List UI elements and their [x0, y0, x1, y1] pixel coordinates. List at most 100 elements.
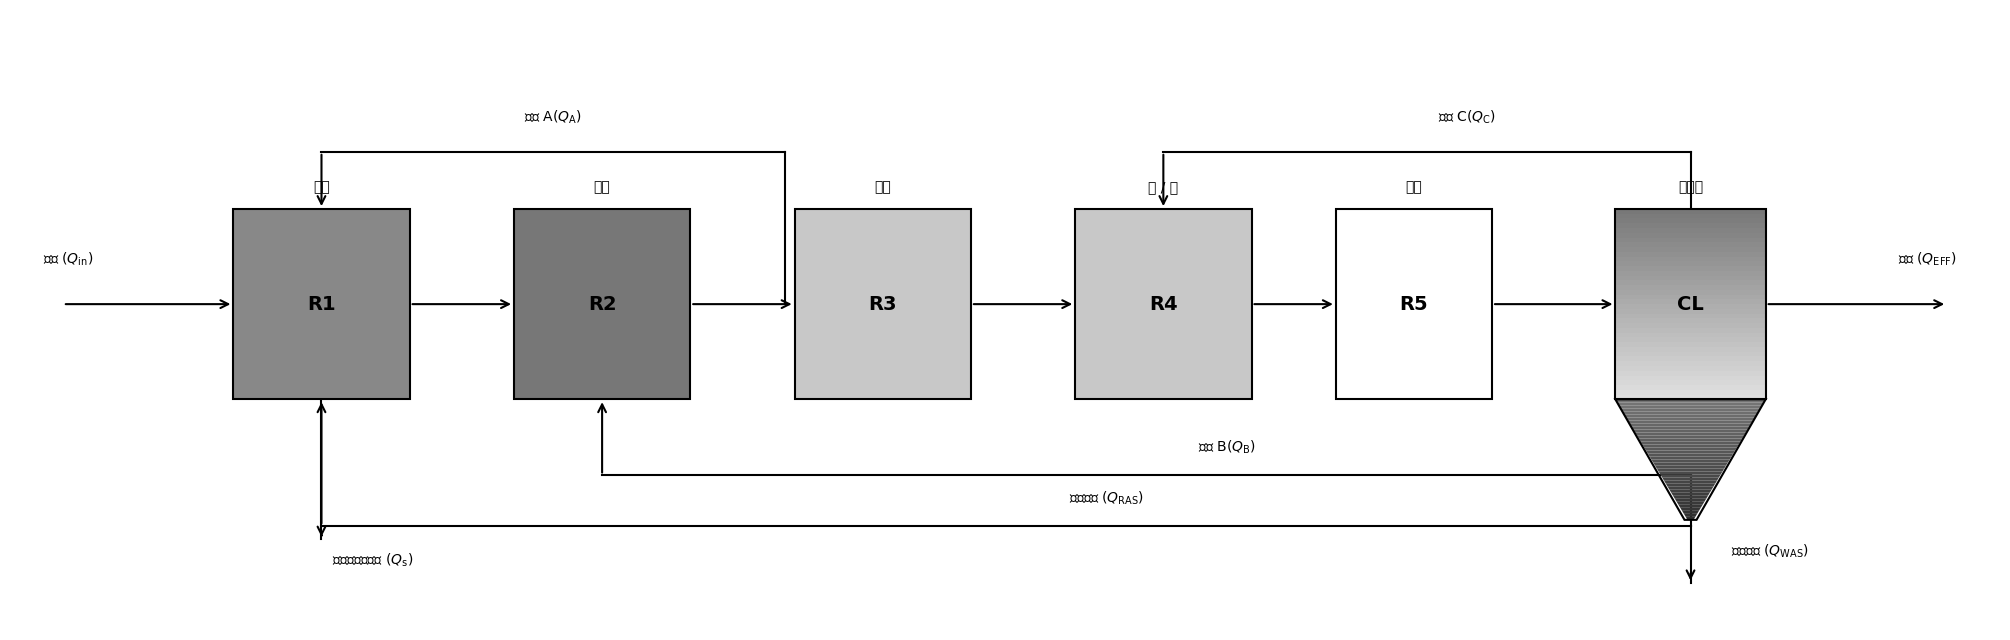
Bar [1616, 352, 1765, 356]
Bar [1616, 323, 1765, 328]
Polygon shape [1650, 456, 1731, 460]
Polygon shape [1636, 435, 1745, 438]
Polygon shape [1626, 417, 1755, 420]
Polygon shape [1664, 481, 1717, 484]
Polygon shape [1660, 475, 1721, 477]
Bar [1616, 237, 1765, 243]
Bar [1616, 390, 1765, 394]
Polygon shape [1616, 399, 1765, 403]
Polygon shape [1656, 468, 1725, 472]
Text: 进水 ($Q_{\mathrm{in}}$): 进水 ($Q_{\mathrm{in}}$) [42, 251, 92, 268]
Bar [1616, 309, 1765, 314]
Text: 接触: 接触 [593, 180, 611, 194]
Polygon shape [1634, 429, 1747, 433]
Polygon shape [1668, 486, 1713, 490]
Bar [1616, 276, 1765, 280]
Polygon shape [1684, 514, 1696, 517]
Bar [1616, 223, 1765, 228]
Text: 厘氧: 厘氧 [314, 180, 330, 194]
Polygon shape [1654, 466, 1727, 468]
Polygon shape [1658, 472, 1723, 475]
Text: 剩余污泥 ($Q_{\mathrm{WAS}}$): 剩余污泥 ($Q_{\mathrm{WAS}}$) [1731, 543, 1809, 560]
Polygon shape [1680, 508, 1700, 511]
Bar [1616, 394, 1765, 399]
Bar [1616, 366, 1765, 371]
Bar [1616, 380, 1765, 385]
Bar [515, 209, 689, 399]
Polygon shape [1620, 408, 1761, 412]
Polygon shape [1636, 433, 1747, 435]
Text: 厘氧上清液侧流 ($Q_{\mathrm{s}}$): 厘氧上清液侧流 ($Q_{\mathrm{s}}$) [332, 552, 412, 569]
Bar [1616, 376, 1765, 380]
Polygon shape [1640, 442, 1741, 445]
Bar [1616, 285, 1765, 290]
Bar [1616, 280, 1765, 285]
Bar [1616, 257, 1765, 261]
Text: 缺 / 好: 缺 / 好 [1148, 180, 1178, 194]
Bar [1616, 304, 1765, 309]
Text: R2: R2 [587, 294, 617, 314]
Bar [1616, 319, 1765, 323]
Bar [1616, 290, 1765, 294]
Bar [1616, 356, 1765, 361]
Polygon shape [1632, 426, 1749, 429]
Bar [1616, 385, 1765, 390]
Polygon shape [1638, 438, 1743, 442]
Bar [1616, 247, 1765, 252]
Polygon shape [1654, 463, 1729, 466]
Bar [1616, 233, 1765, 237]
Text: R4: R4 [1150, 294, 1178, 314]
Polygon shape [1646, 451, 1735, 454]
Bar [1616, 361, 1765, 366]
Bar [1616, 209, 1765, 399]
Polygon shape [1622, 412, 1759, 414]
Bar [1616, 300, 1765, 304]
Bar [1616, 294, 1765, 300]
Polygon shape [1686, 517, 1694, 520]
Bar [1616, 333, 1765, 337]
Text: 好氧: 好氧 [1405, 180, 1423, 194]
Polygon shape [1644, 447, 1737, 451]
Polygon shape [1628, 420, 1753, 424]
Text: R1: R1 [308, 294, 336, 314]
Bar [1616, 314, 1765, 319]
Polygon shape [1670, 493, 1711, 496]
Bar [1616, 228, 1765, 233]
Polygon shape [1662, 477, 1719, 481]
Polygon shape [1618, 405, 1763, 408]
Text: 回流 A($Q_{\mathrm{A}}$): 回流 A($Q_{\mathrm{A}}$) [525, 109, 581, 127]
Text: R5: R5 [1399, 294, 1429, 314]
Polygon shape [1652, 460, 1731, 463]
Bar [1616, 252, 1765, 257]
Bar [1616, 218, 1765, 223]
Bar [1337, 209, 1491, 399]
Bar [794, 209, 971, 399]
Text: 回流 B($Q_{\mathrm{B}}$): 回流 B($Q_{\mathrm{B}}$) [1198, 439, 1256, 456]
Polygon shape [1642, 445, 1739, 447]
Bar [1616, 371, 1765, 376]
Text: 污泥回流 ($Q_{\mathrm{RAS}}$): 污泥回流 ($Q_{\mathrm{RAS}}$) [1069, 490, 1144, 507]
Bar [233, 209, 410, 399]
Bar [1616, 243, 1765, 247]
Polygon shape [1682, 511, 1698, 514]
Polygon shape [1676, 502, 1704, 505]
Text: 缺氧: 缺氧 [874, 180, 890, 194]
Bar [1616, 266, 1765, 271]
Text: 回流 C($Q_{\mathrm{C}}$): 回流 C($Q_{\mathrm{C}}$) [1437, 109, 1495, 127]
Bar [1616, 209, 1765, 214]
Polygon shape [1648, 454, 1733, 456]
Bar [1616, 261, 1765, 266]
Bar [1075, 209, 1252, 399]
Polygon shape [1630, 424, 1751, 426]
Polygon shape [1678, 505, 1702, 508]
Polygon shape [1618, 403, 1765, 405]
Text: 出水 ($Q_{\mathrm{EFF}}$): 出水 ($Q_{\mathrm{EFF}}$) [1897, 251, 1958, 268]
Polygon shape [1674, 499, 1706, 502]
Polygon shape [1670, 490, 1713, 493]
Bar [1616, 328, 1765, 333]
Bar [1616, 214, 1765, 218]
Bar [1616, 347, 1765, 352]
Polygon shape [1624, 414, 1757, 417]
Polygon shape [1666, 484, 1715, 486]
Bar [1616, 271, 1765, 276]
